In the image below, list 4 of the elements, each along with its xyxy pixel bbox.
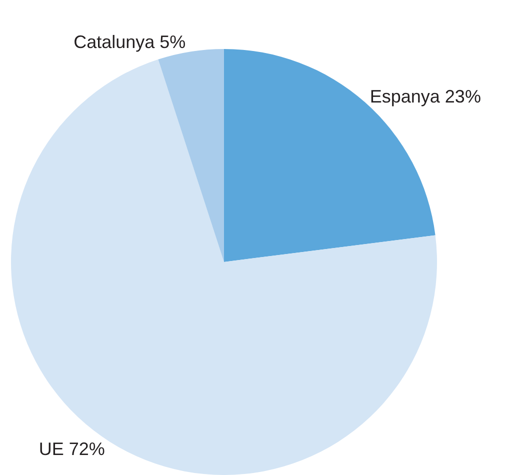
slice-label: Espanya 23% (370, 86, 481, 107)
pie-slice (158, 48, 224, 262)
slice-label: Catalunya 5% (74, 32, 186, 52)
slice-label: UE 72% (38, 438, 105, 459)
